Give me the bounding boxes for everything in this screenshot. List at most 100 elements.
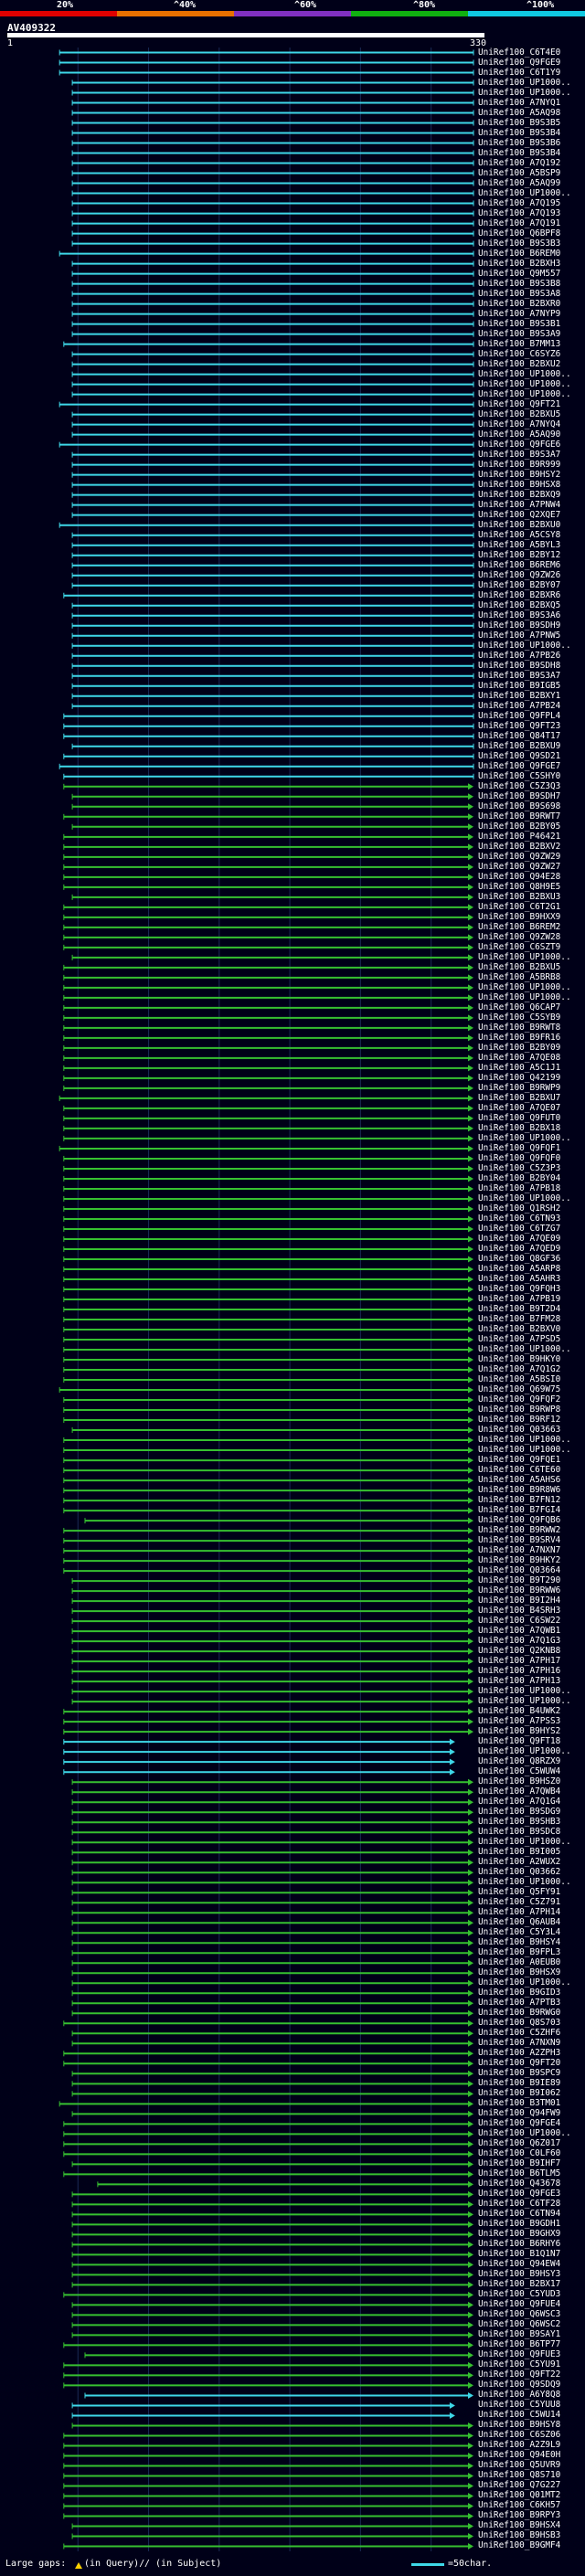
hit-label-link[interactable]: UniRef100_B2BY05 xyxy=(478,821,561,832)
hit-label-link[interactable]: UniRef100_B9RPY3 xyxy=(478,2510,561,2521)
hit-label-link[interactable]: UniRef100_UP1000.. xyxy=(478,1435,571,1446)
hit-label-link[interactable]: UniRef100_B9SDH9 xyxy=(478,620,561,631)
hit-label-link[interactable]: UniRef100_C5Z3Q3 xyxy=(478,780,561,791)
hit-label-link[interactable]: UniRef100_B9RWT8 xyxy=(478,1022,561,1033)
hit-label-link[interactable]: UniRef100_Q9ZW27 xyxy=(478,861,561,872)
hit-label-link[interactable]: UniRef100_B6REM6 xyxy=(478,559,561,570)
hit-label-link[interactable]: UniRef100_B9GMF4 xyxy=(478,2540,561,2551)
hit-label-link[interactable]: UniRef100_Q43678 xyxy=(478,2178,561,2189)
hit-label-link[interactable]: UniRef100_B2BXU3 xyxy=(478,891,561,902)
hit-label-link[interactable]: UniRef100_Q9FQE1 xyxy=(478,1455,561,1466)
hit-label-link[interactable]: UniRef100_B9T290 xyxy=(478,1575,561,1586)
hit-label-link[interactable]: UniRef100_UP1000.. xyxy=(478,991,571,1002)
hit-label-link[interactable]: UniRef100_UP1000.. xyxy=(478,378,571,389)
hit-label-link[interactable]: UniRef100_C5Z3P3 xyxy=(478,1162,561,1173)
hit-label-link[interactable]: UniRef100_B9HSY2 xyxy=(478,469,561,480)
hit-label-link[interactable]: UniRef100_C6TN94 xyxy=(478,2209,561,2220)
hit-label-link[interactable]: UniRef100_UP1000.. xyxy=(478,1686,571,1697)
hit-label-link[interactable]: UniRef100_C6T4E0 xyxy=(478,47,561,58)
hit-label-link[interactable]: UniRef100_B9R999 xyxy=(478,459,561,470)
hit-label-link[interactable]: UniRef100_B9RWT7 xyxy=(478,811,561,822)
hit-label-link[interactable]: UniRef100_B6REM0 xyxy=(478,248,561,259)
hit-label-link[interactable]: UniRef100_Q9SDQ9 xyxy=(478,2380,561,2390)
hit-label-link[interactable]: UniRef100_B9T2D4 xyxy=(478,1304,561,1314)
hit-label-link[interactable]: UniRef100_A2ZPH3 xyxy=(478,2048,561,2059)
hit-label-link[interactable]: UniRef100_A7QWB1 xyxy=(478,1626,561,1637)
hit-label-link[interactable]: UniRef100_UP1000.. xyxy=(478,1696,571,1707)
hit-label-link[interactable]: UniRef100_A5AHS6 xyxy=(478,1475,561,1486)
hit-label-link[interactable]: UniRef100_Q5FY91 xyxy=(478,1887,561,1898)
hit-label-link[interactable]: UniRef100_B2BY07 xyxy=(478,579,561,590)
hit-label-link[interactable]: UniRef100_B9SHB3 xyxy=(478,1817,561,1828)
hit-label-link[interactable]: UniRef100_B9S3A7 xyxy=(478,670,561,681)
hit-label-link[interactable]: UniRef100_Q94E28 xyxy=(478,871,561,882)
hit-label-link[interactable]: UniRef100_B9S3B3 xyxy=(478,238,561,249)
hit-label-link[interactable]: UniRef100_Q9ZW29 xyxy=(478,851,561,862)
hit-label-link[interactable]: UniRef100_A7Q1G2 xyxy=(478,1364,561,1375)
hit-label-link[interactable]: UniRef100_A0EUB0 xyxy=(478,1957,561,1968)
hit-label-link[interactable]: UniRef100_Q94EW4 xyxy=(478,2259,561,2270)
hit-label-link[interactable]: UniRef100_B9RWW2 xyxy=(478,1525,561,1536)
hit-label-link[interactable]: UniRef100_B4SRH3 xyxy=(478,1606,561,1617)
hit-label-link[interactable]: UniRef100_Q9FQB6 xyxy=(478,1515,561,1526)
hit-label-link[interactable]: UniRef100_Q9FGE3 xyxy=(478,2189,561,2200)
hit-label-link[interactable]: UniRef100_A7Q1G4 xyxy=(478,1797,561,1807)
hit-label-link[interactable]: UniRef100_B9IE89 xyxy=(478,2078,561,2089)
hit-label-link[interactable]: UniRef100_A5AQ99 xyxy=(478,177,561,188)
hit-label-link[interactable]: UniRef100_B9SDC8 xyxy=(478,1827,561,1838)
hit-label-link[interactable]: UniRef100_Q94FW9 xyxy=(478,2108,561,2119)
hit-label-link[interactable]: UniRef100_C5ZHF6 xyxy=(478,2028,561,2039)
hit-label-link[interactable]: UniRef100_Q9FGE4 xyxy=(478,2118,561,2129)
hit-label-link[interactable]: UniRef100_B9S3B6 xyxy=(478,137,561,148)
hit-label-link[interactable]: UniRef100_UP1000.. xyxy=(478,368,571,379)
hit-label-link[interactable]: UniRef100_B1Q1N7 xyxy=(478,2249,561,2260)
hit-label-link[interactable]: UniRef100_A7Q191 xyxy=(478,217,561,228)
hit-label-link[interactable]: UniRef100_B9SAY1 xyxy=(478,2329,561,2340)
hit-label-link[interactable]: UniRef100_Q01MT2 xyxy=(478,2490,561,2501)
hit-label-link[interactable]: UniRef100_A7QED9 xyxy=(478,1243,561,1254)
hit-label-link[interactable]: UniRef100_A7PH14 xyxy=(478,1907,561,1918)
hit-label-link[interactable]: UniRef100_B2BXU7 xyxy=(478,1092,561,1103)
hit-label-link[interactable]: UniRef100_UP1000.. xyxy=(478,2128,571,2139)
hit-label-link[interactable]: UniRef100_A7Q195 xyxy=(478,197,561,208)
hit-label-link[interactable]: UniRef100_B9RWW6 xyxy=(478,1585,561,1596)
hit-label-link[interactable]: UniRef100_Q9FQF2 xyxy=(478,1394,561,1405)
hit-label-link[interactable]: UniRef100_UP1000.. xyxy=(478,77,571,88)
hit-label-link[interactable]: UniRef100_B9S3B5 xyxy=(478,117,561,128)
hit-label-link[interactable]: UniRef100_B9RF12 xyxy=(478,1415,561,1426)
hit-label-link[interactable]: UniRef100_UP1000.. xyxy=(478,1193,571,1203)
hit-label-link[interactable]: UniRef100_B9SDH8 xyxy=(478,660,561,671)
hit-label-link[interactable]: UniRef100_Q6AUB4 xyxy=(478,1917,561,1928)
hit-label-link[interactable]: UniRef100_A7PB26 xyxy=(478,650,561,661)
hit-label-link[interactable]: UniRef100_Q9FQH3 xyxy=(478,1283,561,1294)
hit-label-link[interactable]: UniRef100_UP1000.. xyxy=(478,640,571,651)
hit-label-link[interactable]: UniRef100_Q9ZW26 xyxy=(478,569,561,580)
hit-label-link[interactable]: UniRef100_C6TF28 xyxy=(478,2199,561,2210)
hit-label-link[interactable]: UniRef100_Q8H9E5 xyxy=(478,881,561,892)
hit-label-link[interactable]: UniRef100_C0LF60 xyxy=(478,2148,561,2159)
hit-label-link[interactable]: UniRef100_Q9FQF0 xyxy=(478,1152,561,1163)
hit-label-link[interactable]: UniRef100_UP1000.. xyxy=(478,87,571,98)
hit-label-link[interactable]: UniRef100_Q6CAP7 xyxy=(478,1002,561,1012)
hit-label-link[interactable]: UniRef100_A7PH17 xyxy=(478,1656,561,1667)
hit-label-link[interactable]: UniRef100_Q2KNB8 xyxy=(478,1646,561,1657)
hit-label-link[interactable]: UniRef100_A5AHR3 xyxy=(478,1273,561,1284)
hit-label-link[interactable]: UniRef100_Q9FGE6 xyxy=(478,439,561,450)
hit-label-link[interactable]: UniRef100_B9HSX4 xyxy=(478,2520,561,2531)
hit-label-link[interactable]: UniRef100_B2BX18 xyxy=(478,1122,561,1133)
hit-label-link[interactable]: UniRef100_B6RHY6 xyxy=(478,2239,561,2250)
hit-label-link[interactable]: UniRef100_B9RWP9 xyxy=(478,1082,561,1093)
hit-label-link[interactable]: UniRef100_B9S3A9 xyxy=(478,328,561,339)
hit-label-link[interactable]: UniRef100_UP1000.. xyxy=(478,1132,571,1143)
hit-label-link[interactable]: UniRef100_A7PNW4 xyxy=(478,499,561,510)
hit-label-link[interactable]: UniRef100_Q9FUT0 xyxy=(478,1112,561,1123)
hit-label-link[interactable]: UniRef100_Q9FT22 xyxy=(478,2369,561,2380)
hit-label-link[interactable]: UniRef100_B9HSX9 xyxy=(478,1967,561,1978)
hit-label-link[interactable]: UniRef100_Q9FT18 xyxy=(478,1736,561,1747)
hit-label-link[interactable]: UniRef100_UP1000.. xyxy=(478,388,571,399)
hit-label-link[interactable]: UniRef100_A5BSI0 xyxy=(478,1374,561,1385)
hit-label-link[interactable]: UniRef100_C6KH57 xyxy=(478,2500,561,2511)
hit-label-link[interactable]: UniRef100_B9S3A6 xyxy=(478,610,561,620)
hit-label-link[interactable]: UniRef100_B9HYS2 xyxy=(478,1726,561,1737)
hit-label-link[interactable]: UniRef100_C6SZ06 xyxy=(478,2430,561,2441)
